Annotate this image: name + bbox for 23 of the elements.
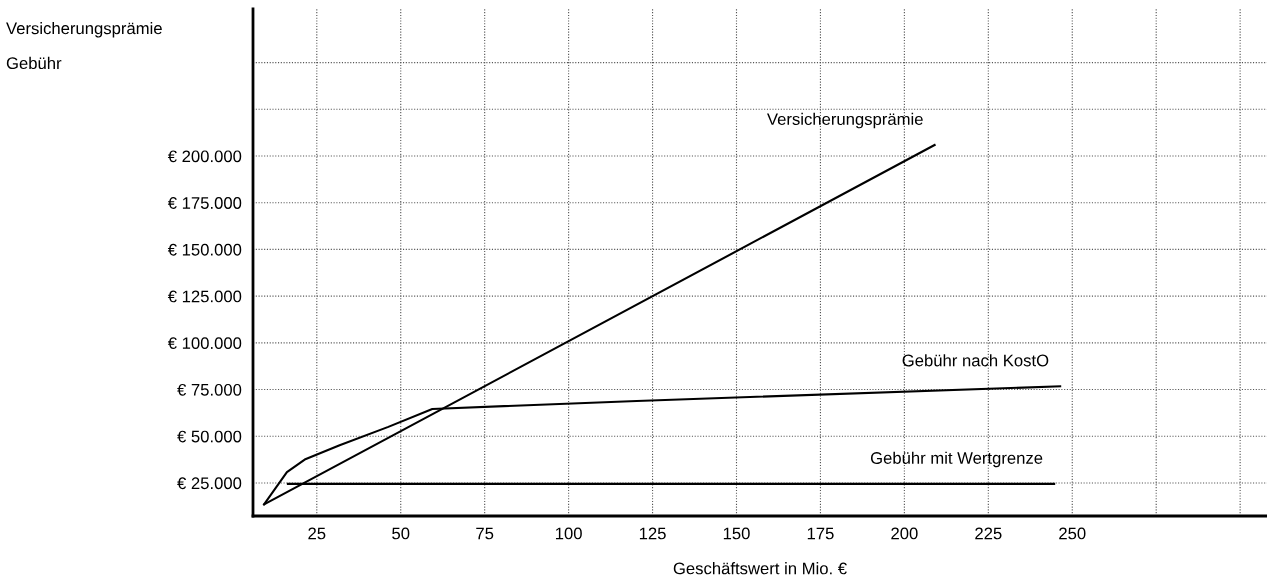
x-tick-label: 200 <box>891 527 918 540</box>
x-tick-label: 25 <box>308 527 326 540</box>
x-axis-title: Geschäftswert in Mio. € <box>673 562 847 575</box>
y-axis-title: Versicherungsprämie Gebühr <box>6 22 162 70</box>
y-tick-label: € 50.000 <box>177 430 242 443</box>
x-tick-label: 225 <box>975 527 1002 540</box>
y-tick-label: € 25.000 <box>177 477 242 490</box>
y-tick-label: € 200.000 <box>167 150 242 163</box>
y-tick-label: € 150.000 <box>167 243 242 256</box>
y-tick-label: € 100.000 <box>167 337 242 350</box>
y-tick-label: € 175.000 <box>167 197 242 209</box>
x-tick-label: 125 <box>639 527 666 540</box>
y-tick-label: € 75.000 <box>177 383 242 396</box>
x-tick-label: 150 <box>723 527 750 540</box>
series-label: Versicherungsprämie <box>767 112 923 129</box>
x-tick-label: 100 <box>555 527 582 540</box>
y-tick-label: € 125.000 <box>167 290 242 303</box>
series-label: Gebühr mit Wertgrenze <box>870 451 1043 468</box>
x-tick-label: 75 <box>476 527 494 540</box>
x-tick-label: 50 <box>392 527 410 540</box>
x-tick-label: 175 <box>807 527 834 540</box>
x-tick-label: 250 <box>1059 527 1086 540</box>
series-label: Gebühr nach KostO <box>902 354 1049 367</box>
